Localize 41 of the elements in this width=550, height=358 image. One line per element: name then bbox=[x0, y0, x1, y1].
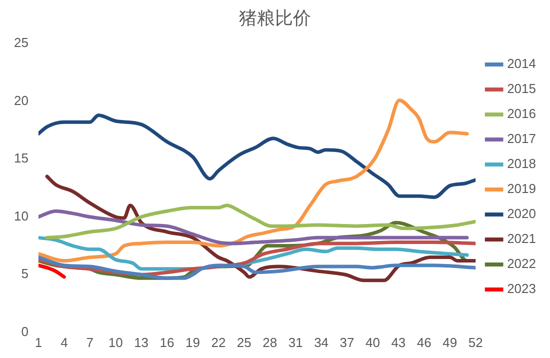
x-tick-label: 10 bbox=[108, 334, 123, 350]
y-tick-label: 0 bbox=[21, 324, 28, 339]
legend-label: 2023 bbox=[507, 281, 536, 296]
x-tick-label: 31 bbox=[288, 334, 303, 350]
x-tick-label: 7 bbox=[86, 334, 94, 350]
x-tick-label: 37 bbox=[340, 334, 354, 350]
legend-label: 2018 bbox=[507, 156, 536, 172]
legend-label: 2021 bbox=[507, 231, 536, 246]
y-tick-label: 25 bbox=[14, 35, 28, 50]
x-tick-label: 13 bbox=[134, 334, 149, 350]
x-tick-label: 19 bbox=[186, 334, 200, 350]
x-tick-label: 25 bbox=[236, 334, 252, 350]
line-series bbox=[38, 209, 469, 246]
line-series bbox=[38, 113, 476, 199]
x-tick-label: 52 bbox=[468, 334, 483, 350]
x-tick-label: 40 bbox=[365, 334, 380, 350]
x-tick-label: 4 bbox=[60, 334, 68, 350]
chart-title: 猪粮比价 bbox=[239, 8, 311, 28]
x-tick-label: 34 bbox=[314, 334, 329, 350]
y-tick-label: 15 bbox=[14, 150, 28, 166]
x-tick-label: 49 bbox=[442, 334, 458, 350]
legend-label: 2019 bbox=[507, 181, 536, 196]
line-series bbox=[38, 256, 476, 280]
legend-label: 2022 bbox=[507, 256, 536, 272]
x-tick-label: 28 bbox=[262, 334, 278, 350]
legend-label: 2020 bbox=[507, 206, 536, 222]
x-tick-label: 22 bbox=[211, 334, 226, 350]
x-tick-label: 43 bbox=[391, 334, 406, 350]
y-tick-label: 20 bbox=[14, 92, 28, 108]
legend-label: 2015 bbox=[507, 81, 536, 96]
x-tick-label: 16 bbox=[160, 334, 174, 350]
legend-label: 2014 bbox=[507, 56, 536, 72]
y-tick-label: 5 bbox=[21, 266, 28, 282]
legend-label: 2017 bbox=[507, 131, 536, 146]
line-series bbox=[45, 204, 476, 240]
x-tick-label: 46 bbox=[416, 334, 432, 350]
legend-label: 2016 bbox=[507, 106, 536, 122]
line-series bbox=[38, 264, 66, 279]
y-tick-label: 10 bbox=[14, 208, 28, 224]
x-tick-label: 1 bbox=[34, 334, 42, 350]
line-series bbox=[38, 98, 469, 263]
